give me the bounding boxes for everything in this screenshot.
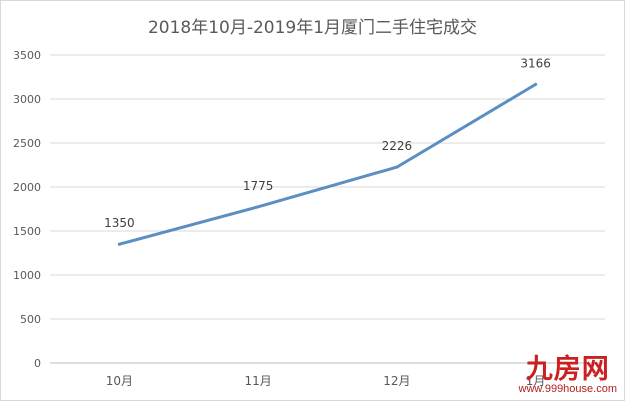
x-tick-label: 10月	[106, 374, 133, 388]
y-tick-label: 2000	[13, 181, 41, 194]
data-point	[534, 82, 538, 86]
x-tick-label: 1月	[526, 374, 546, 388]
y-tick-label: 3500	[13, 49, 41, 62]
y-tick-label: 2500	[13, 137, 41, 150]
x-tick-label: 11月	[244, 374, 271, 388]
data-labels: 1350 1775 2226 3166	[104, 56, 551, 230]
y-tick-label: 500	[20, 313, 41, 326]
y-tick-label: 3000	[13, 93, 41, 106]
x-tick-label: 12月	[383, 374, 410, 388]
data-point	[117, 242, 121, 246]
watermark-url: www.999house.com	[518, 383, 617, 395]
data-point	[256, 205, 260, 209]
data-point	[395, 165, 399, 169]
x-axis-tick-labels: 10月 11月 12月 1月	[106, 374, 546, 388]
gridlines	[50, 54, 605, 364]
data-label: 1775	[243, 179, 274, 193]
watermark-logo: 九房网 www.999house.com	[519, 356, 617, 395]
y-tick-label: 0	[34, 357, 41, 370]
series-layer	[117, 82, 538, 246]
y-tick-label: 1500	[13, 225, 41, 238]
data-label: 1350	[104, 216, 135, 230]
y-tick-label: 1000	[13, 269, 41, 282]
data-label: 2226	[382, 139, 413, 153]
y-axis-tick-labels: 0 500 1000 1500 2000 2500 3000 3500	[13, 49, 41, 370]
series-line	[117, 82, 538, 246]
watermark-logo-text: 九房网	[525, 354, 610, 385]
data-label: 3166	[520, 56, 551, 70]
chart-title: 2018年10月-2019年1月厦门二手住宅成交	[147, 18, 478, 38]
